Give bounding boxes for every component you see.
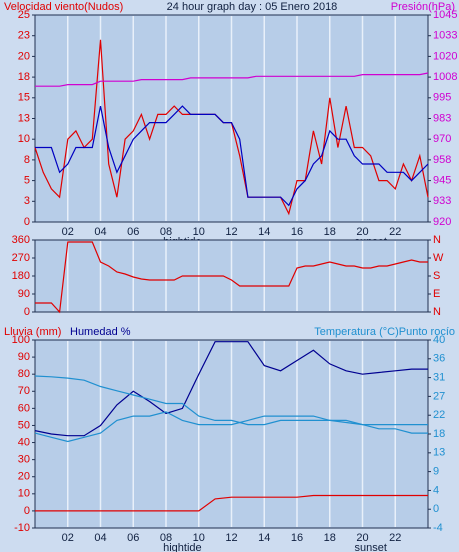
y2-tick-label: N (433, 306, 441, 318)
y2-tick-label: W (433, 252, 444, 264)
legend-entry: Humedad % (70, 326, 131, 338)
legend-entry: Lluvia (mm) (4, 326, 61, 338)
y-tick-label: 40 (18, 436, 30, 448)
data-line (35, 105, 429, 207)
y-tick-label: 3 (24, 195, 30, 207)
y-tick-label: 8 (24, 154, 30, 166)
y-tick-label: 0 (24, 216, 30, 228)
y2-tick-label: N (433, 234, 441, 246)
x-tick-label: 14 (258, 532, 270, 544)
y2-tick-label: 22 (433, 409, 445, 421)
y-tick-label: 80 (18, 368, 30, 380)
data-line (35, 241, 428, 314)
y2-tick-label: 27 (433, 390, 445, 402)
data-line (34, 411, 428, 443)
y-tick-label: 0 (24, 505, 30, 517)
y2-tick-label: 945 (433, 175, 451, 187)
y-tick-label: 18 (18, 71, 30, 83)
y2-axis-label: Temperatura (°C)Punto rocío (314, 326, 455, 338)
y2-tick-label: S (433, 270, 440, 282)
y-tick-label: 0 (24, 306, 30, 318)
x-tick-label: 06 (127, 532, 139, 544)
chart-title: 24 hour graph day : 05 Enero 2018 (167, 1, 338, 13)
x-tick-label: 12 (225, 532, 237, 544)
x-tick-label: 06 (127, 226, 139, 238)
x-tick-label: 16 (291, 532, 303, 544)
y-tick-label: 90 (18, 351, 30, 363)
y2-tick-label: 958 (433, 154, 451, 166)
y2-tick-label: 995 (433, 92, 451, 104)
x-tick-label: 04 (94, 532, 106, 544)
x-tick-label: 10 (193, 226, 205, 238)
y2-tick-label: 31 (433, 372, 445, 384)
y-tick-label: 100 (12, 334, 30, 346)
y2-tick-label: 970 (433, 133, 451, 145)
y2-tick-label: 13 (433, 447, 445, 459)
x-tick-label: 14 (258, 226, 270, 238)
y2-tick-label: 4 (433, 484, 439, 496)
annotation: sunset (354, 542, 386, 552)
y2-tick-label: 40 (433, 334, 445, 346)
x-tick-label: 22 (389, 532, 401, 544)
y-tick-label: 180 (12, 270, 30, 282)
y-tick-label: 23 (18, 30, 30, 42)
y-tick-label: 50 (18, 419, 30, 431)
x-tick-label: 02 (62, 532, 74, 544)
y-tick-label: 270 (12, 252, 30, 264)
y2-tick-label: 9 (433, 466, 439, 478)
x-tick-label: 04 (94, 226, 106, 238)
y2-tick-label: -4 (433, 522, 443, 534)
y-tick-label: 13 (18, 112, 30, 124)
x-tick-label: 16 (291, 226, 303, 238)
y2-tick-label: 1008 (433, 71, 457, 83)
y2-tick-label: 18 (433, 428, 445, 440)
y-tick-label: 20 (18, 50, 30, 62)
y-tick-label: 360 (12, 234, 30, 246)
y-tick-label: 20 (18, 471, 30, 483)
data-line (34, 341, 428, 437)
y-tick-label: 10 (18, 133, 30, 145)
x-tick-label: 02 (62, 226, 74, 238)
x-tick-label: 18 (324, 226, 336, 238)
y-tick-label: 25 (18, 9, 30, 21)
y2-tick-label: 0 (433, 503, 439, 515)
y2-axis-label: Presión(hPa) (391, 1, 455, 13)
y2-tick-label: 920 (433, 216, 451, 228)
x-tick-label: 20 (356, 226, 368, 238)
y-tick-label: 10 (18, 488, 30, 500)
y-axis-label: Velocidad viento(Nudos) (4, 1, 123, 13)
y2-tick-label: 933 (433, 195, 451, 207)
x-tick-label: 18 (324, 532, 336, 544)
y-tick-label: 30 (18, 454, 30, 466)
y-tick-label: 15 (18, 92, 30, 104)
x-tick-label: 12 (225, 226, 237, 238)
data-line (35, 72, 429, 87)
y-tick-label: 70 (18, 385, 30, 397)
annotation: hightide (163, 542, 202, 552)
y2-tick-label: 1020 (433, 50, 457, 62)
y-tick-label: 90 (18, 288, 30, 300)
y2-tick-label: 983 (433, 112, 451, 124)
data-line (35, 494, 428, 512)
y-tick-label: 60 (18, 402, 30, 414)
x-tick-label: 10 (193, 532, 205, 544)
y-tick-label: 5 (24, 175, 30, 187)
y2-tick-label: 1033 (433, 30, 457, 42)
y-tick-label: -10 (14, 522, 30, 534)
x-tick-label: 20 (356, 532, 368, 544)
y2-tick-label: 1045 (433, 9, 457, 21)
x-tick-label: 08 (160, 532, 172, 544)
x-tick-label: 08 (160, 226, 172, 238)
y2-tick-label: E (433, 288, 440, 300)
y2-tick-label: 36 (433, 353, 445, 365)
x-tick-label: 22 (389, 226, 401, 238)
